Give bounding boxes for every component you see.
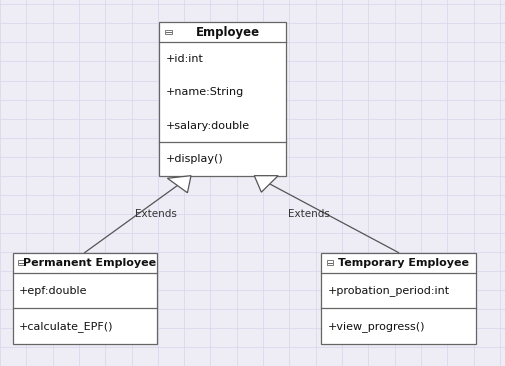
Polygon shape — [254, 176, 278, 192]
Text: +id:int: +id:int — [166, 54, 204, 64]
Text: +display(): +display() — [166, 154, 223, 164]
Text: Permanent Employee: Permanent Employee — [23, 258, 156, 268]
FancyBboxPatch shape — [321, 253, 475, 344]
Text: +name:String: +name:String — [166, 87, 244, 97]
FancyBboxPatch shape — [13, 253, 157, 344]
Text: Extends: Extends — [134, 209, 176, 219]
Text: +view_progress(): +view_progress() — [327, 321, 425, 332]
Text: +calculate_EPF(): +calculate_EPF() — [19, 321, 114, 332]
Text: Employee: Employee — [195, 26, 259, 38]
Text: Extends: Extends — [287, 209, 329, 219]
FancyBboxPatch shape — [159, 22, 285, 176]
Bar — [326, 260, 333, 265]
Text: +epf:double: +epf:double — [19, 285, 87, 295]
Text: Temporary Employee: Temporary Employee — [337, 258, 468, 268]
Text: +probation_period:int: +probation_period:int — [327, 285, 449, 296]
Text: +salary:double: +salary:double — [166, 120, 249, 131]
Bar — [165, 30, 171, 34]
Bar — [18, 260, 25, 265]
Polygon shape — [167, 176, 191, 193]
